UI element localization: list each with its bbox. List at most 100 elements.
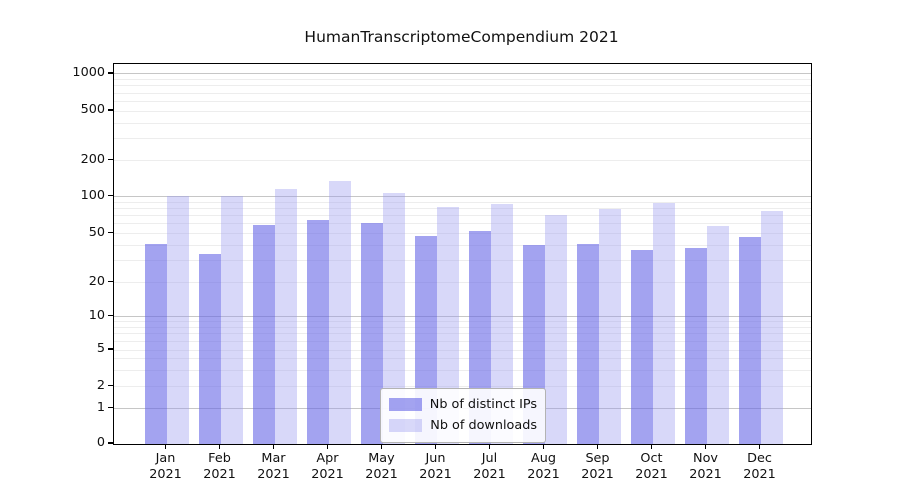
y-axis-tick bbox=[108, 348, 113, 350]
bar-downloads-mar bbox=[274, 189, 297, 444]
y-axis-tick-label: 2 bbox=[96, 377, 105, 393]
x-axis-tick bbox=[434, 444, 437, 449]
y-axis-tick bbox=[108, 158, 113, 161]
bar-downloads-jun bbox=[436, 207, 459, 444]
major-gridline bbox=[114, 196, 811, 198]
chart-title: HumanTranscriptomeCompendium 2021 bbox=[304, 28, 619, 46]
bar-downloads-dec bbox=[760, 211, 783, 444]
legend-entry-downloads: Nb of downloads bbox=[389, 415, 537, 436]
minor-gridline bbox=[114, 110, 811, 112]
minor-gridline bbox=[114, 92, 811, 94]
x-axis-tick-label: Nov 2021 bbox=[689, 451, 722, 482]
bar-distinct-ips-apr bbox=[306, 219, 329, 444]
minor-gridline bbox=[114, 85, 811, 87]
minor-gridline bbox=[114, 369, 811, 371]
minor-gridline bbox=[114, 223, 811, 225]
x-axis-tick bbox=[164, 444, 167, 449]
x-axis-tick-label: Mar 2021 bbox=[257, 451, 290, 482]
bar-downloads-jan bbox=[166, 196, 189, 444]
x-axis-tick-label: Apr 2021 bbox=[311, 451, 344, 482]
x-axis-tick bbox=[488, 444, 491, 449]
bar-distinct-ips-sep bbox=[576, 244, 599, 444]
y-axis-tick bbox=[108, 314, 113, 317]
x-axis-tick bbox=[326, 444, 329, 449]
minor-gridline bbox=[114, 282, 811, 283]
minor-gridline bbox=[114, 244, 811, 246]
y-axis-tick-label: 100 bbox=[80, 187, 105, 203]
minor-gridline bbox=[114, 340, 811, 342]
y-axis-tick-label: 1000 bbox=[72, 65, 105, 80]
y-axis-tick bbox=[108, 442, 113, 444]
bar-downloads-feb bbox=[220, 195, 243, 444]
bar-downloads-sep bbox=[598, 208, 621, 444]
minor-gridline bbox=[114, 79, 811, 81]
y-axis-tick-label: 200 bbox=[80, 151, 105, 167]
x-axis-tick-label: Jun 2021 bbox=[419, 451, 452, 482]
bar-downloads-aug bbox=[544, 214, 567, 444]
major-gridline bbox=[114, 315, 811, 317]
bar-downloads-jul bbox=[490, 203, 513, 444]
bar-distinct-ips-feb bbox=[198, 254, 221, 444]
y-axis-tick bbox=[108, 280, 113, 283]
y-axis-tick-label: 0 bbox=[96, 435, 105, 450]
legend-label-downloads: Nb of downloads bbox=[430, 418, 537, 433]
x-axis-tick-label: Aug 2021 bbox=[527, 451, 560, 482]
legend: Nb of distinct IPs Nb of downloads bbox=[380, 388, 546, 443]
x-axis-tick bbox=[758, 444, 761, 449]
minor-gridline bbox=[114, 215, 811, 217]
minor-gridline bbox=[114, 358, 811, 360]
legend-entry-distinct-ips: Nb of distinct IPs bbox=[389, 394, 537, 415]
x-axis-tick bbox=[380, 444, 383, 449]
minor-gridline bbox=[114, 349, 811, 351]
major-gridline bbox=[114, 73, 811, 75]
legend-swatch-distinct-ips bbox=[389, 398, 422, 411]
y-axis-tick-label: 5 bbox=[96, 341, 105, 356]
x-axis-tick-label: Jan 2021 bbox=[149, 451, 182, 482]
x-axis-tick-label: Jul 2021 bbox=[473, 451, 506, 482]
x-axis-tick bbox=[704, 444, 707, 449]
y-axis-tick bbox=[108, 195, 113, 197]
bar-distinct-ips-mar bbox=[252, 224, 275, 444]
x-axis-tick bbox=[650, 444, 653, 449]
y-axis-tick-label: 50 bbox=[88, 224, 105, 240]
minor-gridline bbox=[114, 333, 811, 335]
y-axis-tick bbox=[108, 72, 113, 74]
y-axis-tick-label: 500 bbox=[80, 102, 105, 117]
bar-distinct-ips-nov bbox=[684, 248, 707, 444]
x-axis-tick-label: Sep 2021 bbox=[581, 451, 614, 482]
minor-gridline bbox=[114, 208, 811, 210]
minor-gridline bbox=[114, 260, 811, 262]
minor-gridline bbox=[114, 122, 811, 124]
bar-distinct-ips-jan bbox=[144, 244, 167, 444]
x-axis-tick-label: Dec 2021 bbox=[743, 451, 776, 482]
y-axis-tick bbox=[108, 231, 113, 234]
minor-gridline bbox=[114, 386, 811, 387]
bar-downloads-apr bbox=[328, 181, 351, 444]
minor-gridline bbox=[114, 233, 811, 234]
x-axis-tick-label: Feb 2021 bbox=[203, 451, 236, 482]
y-axis-tick bbox=[108, 384, 113, 387]
y-axis-tick bbox=[108, 406, 113, 409]
y-axis-tick-label: 20 bbox=[88, 273, 105, 289]
minor-gridline bbox=[114, 326, 811, 328]
x-axis-tick bbox=[218, 444, 221, 449]
x-axis-tick-label: May 2021 bbox=[365, 451, 398, 482]
plot-area: Nb of distinct IPs Nb of downloads bbox=[113, 63, 812, 445]
bar-downloads-may bbox=[382, 192, 405, 444]
y-axis-tick-label: 10 bbox=[88, 307, 105, 323]
x-axis-tick bbox=[272, 444, 275, 449]
y-axis-tick-label: 1 bbox=[96, 399, 105, 415]
legend-swatch-downloads bbox=[389, 419, 422, 432]
minor-gridline bbox=[114, 100, 811, 102]
minor-gridline bbox=[114, 321, 811, 323]
bar-downloads-nov bbox=[706, 225, 729, 444]
x-axis-tick bbox=[596, 444, 599, 449]
minor-gridline bbox=[114, 138, 811, 140]
minor-gridline bbox=[114, 160, 811, 161]
bar-downloads-oct bbox=[652, 202, 675, 444]
bar-distinct-ips-may bbox=[360, 222, 383, 444]
y-axis-tick bbox=[108, 109, 113, 111]
bar-distinct-ips-oct bbox=[630, 249, 653, 444]
bar-distinct-ips-dec bbox=[738, 236, 761, 444]
